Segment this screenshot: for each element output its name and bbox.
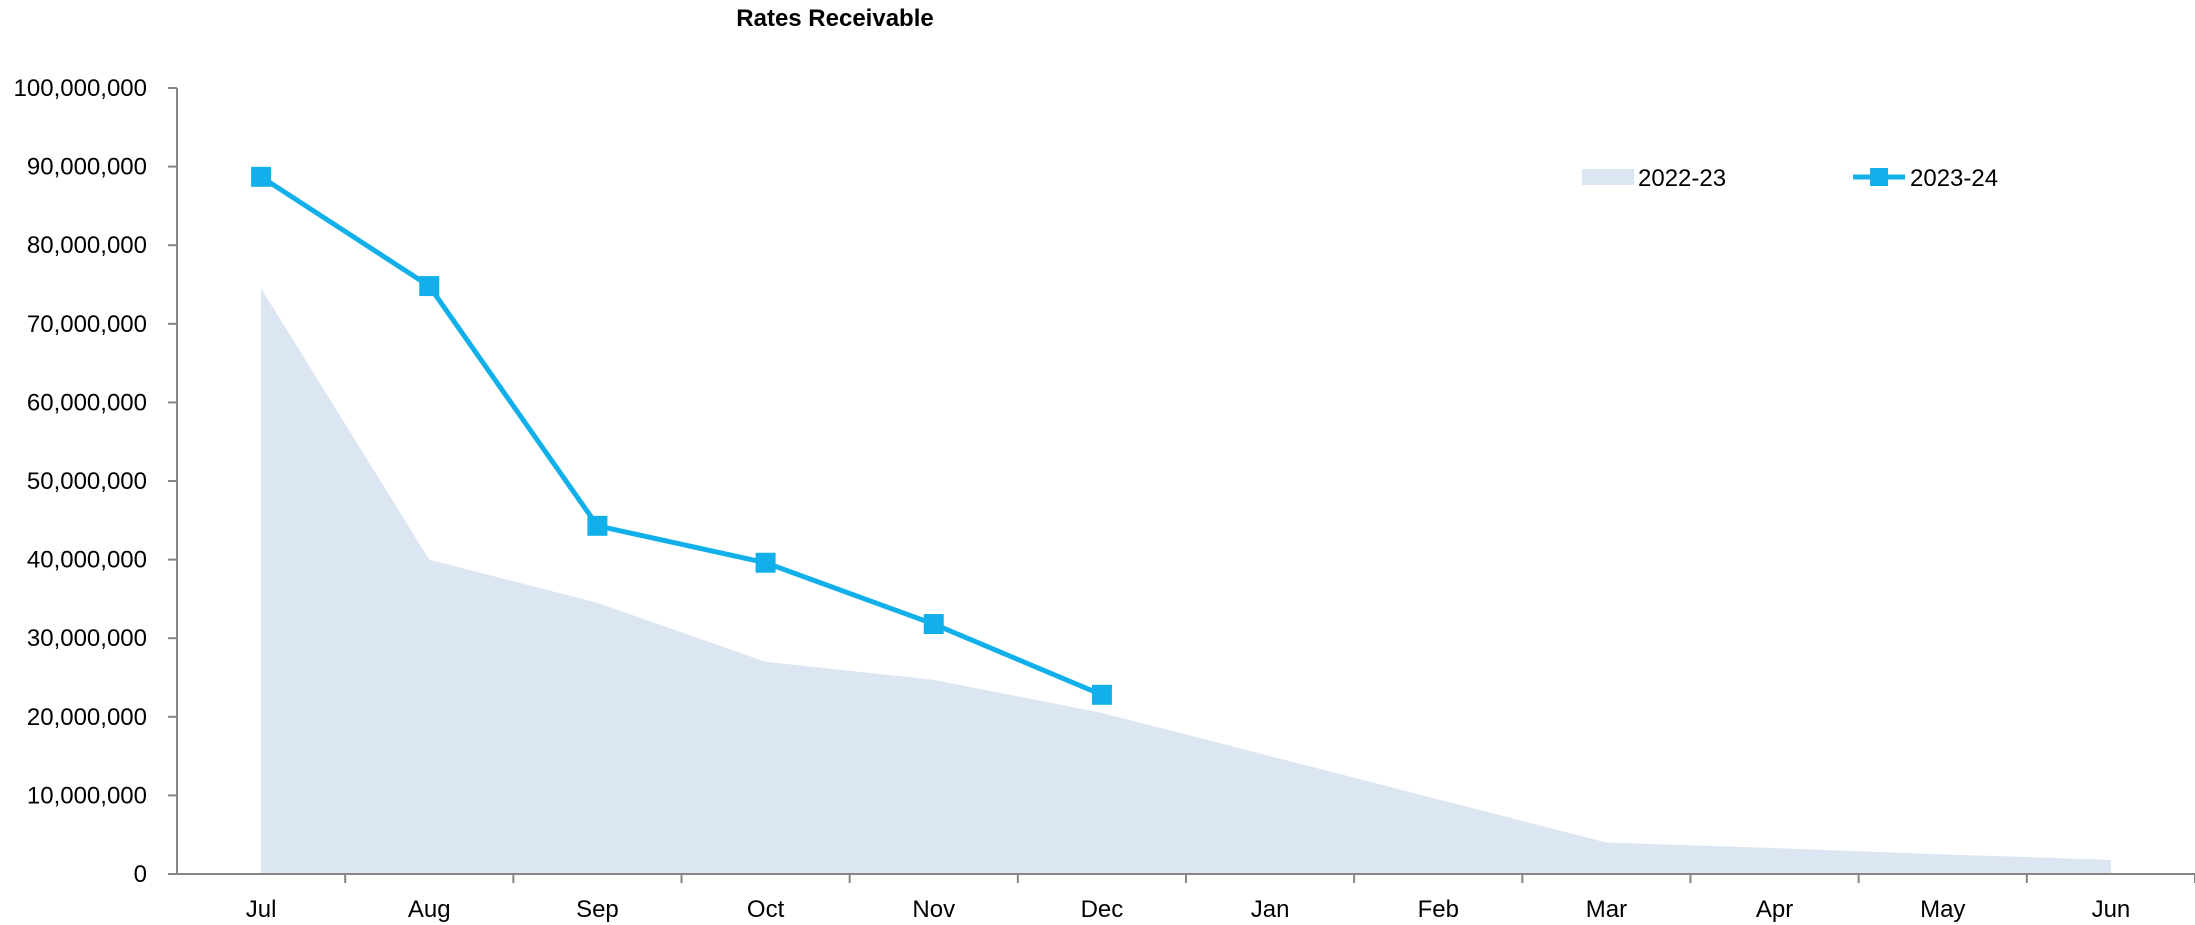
y-tick-label: 90,000,000: [27, 154, 147, 181]
legend: 2022-23 2023-24: [1582, 165, 1998, 192]
x-tick-label: Aug: [408, 896, 451, 923]
y-tick-label: 60,000,000: [27, 389, 147, 416]
data-point-marker: [1091, 684, 1112, 705]
area-series-layer: [261, 288, 2111, 874]
x-tick-label: Apr: [1756, 896, 1793, 923]
legend-label-2022-23: 2022-23: [1638, 165, 1726, 192]
legend-marker-2023-24: [1870, 168, 1888, 186]
y-tick-label: 50,000,000: [27, 468, 147, 495]
data-point-marker: [755, 552, 776, 573]
legend-swatch-2022-23: [1582, 169, 1634, 185]
line-series-2023-24: [259, 174, 1103, 698]
line-series-layer: [251, 166, 1112, 705]
y-tick-label: 80,000,000: [27, 232, 147, 259]
y-tick-label: 100,000,000: [14, 75, 147, 102]
x-tick-label: Jan: [1251, 896, 1290, 923]
y-tick-label: 10,000,000: [27, 782, 147, 809]
legend-label-2023-24: 2023-24: [1910, 165, 1998, 192]
x-tick-label: Dec: [1081, 896, 1124, 923]
y-tick-label: 40,000,000: [27, 547, 147, 574]
axes: 0 10,000,000 20,000,000 30,000,000 40,000,00…: [14, 75, 2195, 923]
y-tick-label: 20,000,000: [27, 704, 147, 731]
area-series-2022-23: [261, 288, 2111, 874]
x-tick-label: Feb: [1418, 896, 1459, 923]
y-tick-label: 30,000,000: [27, 625, 147, 652]
x-tick-label: Jun: [2092, 896, 2131, 923]
chart-title: Rates Receivable: [736, 5, 933, 32]
data-point-marker: [251, 166, 272, 187]
data-point-marker: [923, 614, 944, 635]
x-tick-label: Jul: [246, 896, 277, 923]
y-tick-label: 70,000,000: [27, 311, 147, 338]
x-tick-label: Mar: [1586, 896, 1627, 923]
x-tick-label: Nov: [912, 896, 955, 923]
data-point-marker: [419, 276, 440, 297]
x-tick-label: Sep: [576, 896, 619, 923]
y-tick-label: 0: [134, 861, 147, 888]
x-tick-label: May: [1920, 896, 1965, 923]
data-point-marker: [587, 515, 608, 536]
x-tick-label: Oct: [747, 896, 785, 923]
